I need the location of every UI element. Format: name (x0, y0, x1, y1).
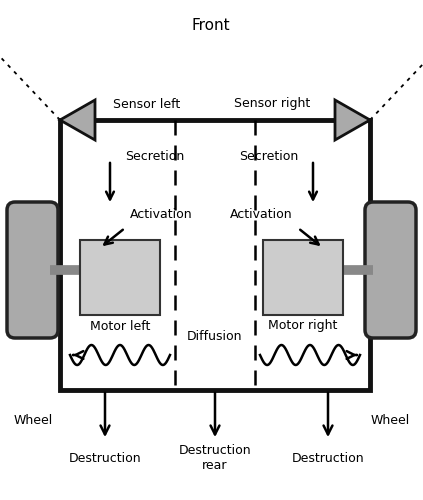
Text: Motor right: Motor right (268, 320, 338, 332)
Text: Secretion: Secretion (239, 150, 298, 162)
Text: Wheel: Wheel (371, 414, 409, 426)
Text: Front: Front (192, 18, 230, 32)
Text: Sensor left: Sensor left (113, 98, 180, 110)
Bar (80, 240, 160, 315)
Text: Activation: Activation (130, 208, 192, 222)
Text: Destruction: Destruction (69, 452, 141, 464)
FancyBboxPatch shape (365, 202, 416, 338)
Text: Activation: Activation (231, 208, 293, 222)
Text: Sensor right: Sensor right (234, 98, 310, 110)
Polygon shape (60, 100, 95, 140)
Text: Destruction
rear: Destruction rear (179, 444, 251, 472)
Bar (60, 120, 370, 390)
Polygon shape (335, 100, 370, 140)
Bar (263, 240, 343, 315)
Text: Diffusion: Diffusion (187, 330, 243, 342)
Text: Motor left: Motor left (90, 320, 150, 332)
Text: Destruction: Destruction (292, 452, 364, 464)
Text: Secretion: Secretion (125, 150, 184, 162)
Text: Wheel: Wheel (14, 414, 52, 426)
FancyBboxPatch shape (7, 202, 58, 338)
